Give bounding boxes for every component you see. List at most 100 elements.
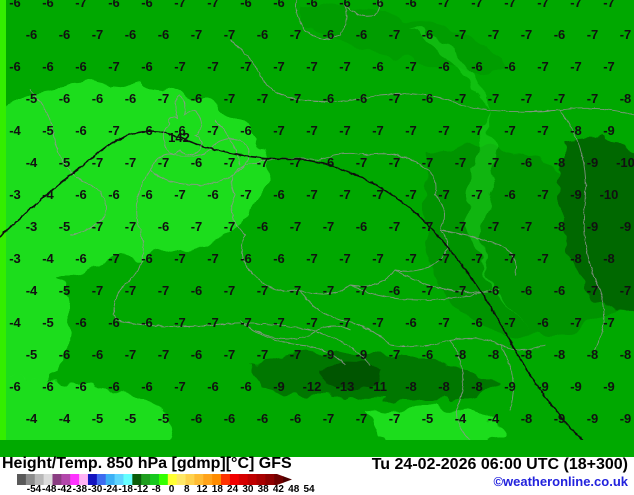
svg-text:-7: -7 xyxy=(389,91,401,106)
svg-text:-6: -6 xyxy=(323,27,335,42)
svg-text:-6: -6 xyxy=(422,91,434,106)
svg-text:-9: -9 xyxy=(570,379,582,394)
svg-text:-6: -6 xyxy=(141,315,153,330)
svg-text:-7: -7 xyxy=(488,155,500,170)
svg-text:-6: -6 xyxy=(141,379,153,394)
svg-text:-6: -6 xyxy=(290,411,302,426)
svg-text:-6: -6 xyxy=(141,59,153,74)
svg-text:-4: -4 xyxy=(26,411,38,426)
svg-text:-4: -4 xyxy=(488,411,500,426)
svg-text:-7: -7 xyxy=(224,219,236,234)
svg-text:-7: -7 xyxy=(273,59,285,74)
svg-text:-6: -6 xyxy=(240,123,252,138)
svg-text:-7: -7 xyxy=(455,283,467,298)
svg-text:-6: -6 xyxy=(92,347,104,362)
svg-text:-10: -10 xyxy=(616,155,634,170)
svg-text:-7: -7 xyxy=(290,27,302,42)
svg-text:-6: -6 xyxy=(471,59,483,74)
svg-text:-7: -7 xyxy=(158,91,170,106)
svg-text:-7: -7 xyxy=(521,91,533,106)
svg-text:-13: -13 xyxy=(336,379,355,394)
svg-text:-7: -7 xyxy=(290,219,302,234)
svg-text:-7: -7 xyxy=(273,123,285,138)
svg-text:-7: -7 xyxy=(290,283,302,298)
svg-text:-7: -7 xyxy=(92,283,104,298)
svg-text:-7: -7 xyxy=(240,187,252,202)
svg-text:-7: -7 xyxy=(207,0,219,10)
svg-text:-6: -6 xyxy=(158,219,170,234)
svg-text:-7: -7 xyxy=(389,27,401,42)
svg-text:-8: -8 xyxy=(554,219,566,234)
svg-text:-6: -6 xyxy=(108,315,120,330)
svg-text:-7: -7 xyxy=(570,315,582,330)
svg-text:-7: -7 xyxy=(471,187,483,202)
svg-text:-7: -7 xyxy=(339,59,351,74)
svg-text:-7: -7 xyxy=(455,155,467,170)
svg-text:-7: -7 xyxy=(273,315,285,330)
svg-text:-7: -7 xyxy=(405,59,417,74)
svg-text:-7: -7 xyxy=(158,283,170,298)
svg-text:-9: -9 xyxy=(273,379,285,394)
svg-text:-6: -6 xyxy=(125,27,137,42)
svg-text:-6: -6 xyxy=(488,283,500,298)
svg-text:-6: -6 xyxy=(75,315,87,330)
svg-text:-8: -8 xyxy=(488,347,500,362)
svg-text:-6: -6 xyxy=(405,315,417,330)
svg-text:-6: -6 xyxy=(554,27,566,42)
svg-text:-7: -7 xyxy=(372,315,384,330)
svg-text:-6: -6 xyxy=(224,411,236,426)
svg-text:-9: -9 xyxy=(603,379,615,394)
svg-text:-7: -7 xyxy=(158,347,170,362)
svg-text:-6: -6 xyxy=(191,411,203,426)
svg-text:-7: -7 xyxy=(471,0,483,10)
svg-text:-7: -7 xyxy=(438,315,450,330)
svg-text:-7: -7 xyxy=(389,347,401,362)
svg-text:-9: -9 xyxy=(323,347,335,362)
svg-text:-9: -9 xyxy=(603,123,615,138)
svg-text:-8: -8 xyxy=(603,251,615,266)
svg-text:-6: -6 xyxy=(372,0,384,10)
svg-text:-6: -6 xyxy=(422,347,434,362)
svg-text:-8: -8 xyxy=(521,411,533,426)
svg-text:-7: -7 xyxy=(191,219,203,234)
svg-text:-5: -5 xyxy=(59,219,71,234)
svg-text:-6: -6 xyxy=(75,379,87,394)
svg-text:-6: -6 xyxy=(257,219,269,234)
svg-text:-6: -6 xyxy=(273,0,285,10)
svg-text:-7: -7 xyxy=(570,59,582,74)
svg-text:-6: -6 xyxy=(323,155,335,170)
svg-text:-6: -6 xyxy=(207,379,219,394)
svg-text:-6: -6 xyxy=(141,187,153,202)
svg-text:-6: -6 xyxy=(306,0,318,10)
svg-text:-7: -7 xyxy=(372,123,384,138)
svg-text:-7: -7 xyxy=(455,91,467,106)
svg-text:-6: -6 xyxy=(9,379,21,394)
svg-text:-6: -6 xyxy=(42,0,54,10)
svg-text:-7: -7 xyxy=(339,187,351,202)
svg-text:-3: -3 xyxy=(26,219,38,234)
svg-text:-5: -5 xyxy=(42,123,54,138)
svg-text:-7: -7 xyxy=(422,219,434,234)
svg-text:-6: -6 xyxy=(323,91,335,106)
svg-text:-7: -7 xyxy=(603,59,615,74)
svg-text:-7: -7 xyxy=(125,283,137,298)
svg-text:-9: -9 xyxy=(620,219,632,234)
svg-text:-6: -6 xyxy=(554,283,566,298)
svg-text:-7: -7 xyxy=(125,347,137,362)
svg-text:-6: -6 xyxy=(389,283,401,298)
svg-text:-7: -7 xyxy=(603,315,615,330)
svg-text:-7: -7 xyxy=(603,0,615,10)
svg-text:-7: -7 xyxy=(504,0,516,10)
svg-text:-4: -4 xyxy=(26,155,38,170)
svg-text:-7: -7 xyxy=(339,315,351,330)
svg-text:-7: -7 xyxy=(405,251,417,266)
svg-text:-7: -7 xyxy=(290,91,302,106)
svg-text:-7: -7 xyxy=(306,59,318,74)
svg-text:-6: -6 xyxy=(75,251,87,266)
svg-text:-7: -7 xyxy=(174,379,186,394)
svg-text:-6: -6 xyxy=(108,0,120,10)
svg-text:-7: -7 xyxy=(372,187,384,202)
svg-text:-6: -6 xyxy=(125,91,137,106)
svg-text:-7: -7 xyxy=(257,347,269,362)
svg-text:-7: -7 xyxy=(438,187,450,202)
